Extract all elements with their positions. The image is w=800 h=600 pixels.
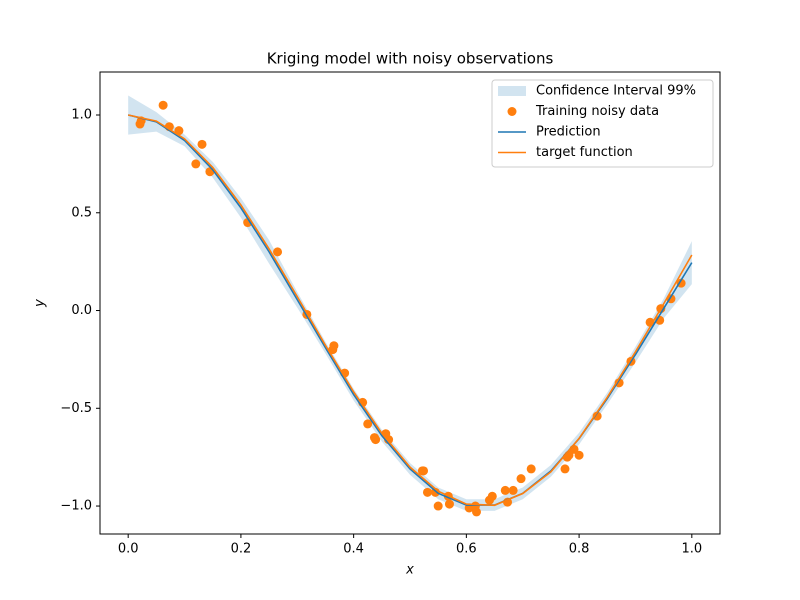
x-tick-label: 0.8 xyxy=(569,542,590,557)
data-point xyxy=(516,474,526,484)
plot-area xyxy=(127,95,693,517)
data-point xyxy=(592,411,602,421)
data-point xyxy=(422,487,432,497)
x-tick-label: 0.4 xyxy=(343,542,364,557)
data-point xyxy=(487,491,497,501)
legend-label: Training noisy data xyxy=(535,104,659,119)
data-point xyxy=(419,466,429,476)
data-point xyxy=(197,139,207,149)
y-tick-label: 1.0 xyxy=(71,108,92,123)
data-point xyxy=(174,126,184,136)
legend-label: Confidence Interval 99% xyxy=(536,84,696,99)
axes-frame xyxy=(99,71,721,535)
data-point xyxy=(500,485,510,495)
data-point xyxy=(433,501,443,511)
y-tick-label: 0.0 xyxy=(71,303,92,318)
line xyxy=(128,114,693,507)
legend-swatch xyxy=(498,86,526,96)
x-tick-label: 0.0 xyxy=(118,542,139,557)
legend-label: target function xyxy=(536,145,633,160)
data-point xyxy=(676,278,686,288)
legend-box xyxy=(491,79,714,168)
data-point xyxy=(526,464,536,474)
data-point xyxy=(158,100,168,110)
data-point xyxy=(329,341,339,351)
y-tick-label: −1.0 xyxy=(60,499,92,514)
data-point xyxy=(371,435,381,445)
data-point xyxy=(191,159,201,169)
y-axis-label: y xyxy=(33,299,48,308)
data-point xyxy=(472,507,482,517)
data-point xyxy=(273,247,283,257)
legend-label: Prediction xyxy=(536,125,601,140)
chart-title: Kriging model with noisy observations xyxy=(267,50,554,68)
confidence-band xyxy=(128,95,692,511)
data-point xyxy=(508,485,518,495)
x-tick-label: 0.2 xyxy=(231,542,252,557)
data-point xyxy=(444,499,454,509)
y-tick-label: −0.5 xyxy=(60,401,92,416)
data-point xyxy=(560,464,570,474)
x-tick-label: 1.0 xyxy=(681,542,702,557)
data-point xyxy=(574,450,584,460)
legend-swatch xyxy=(507,107,517,116)
y-tick-label: 0.5 xyxy=(71,205,92,220)
x-tick-label: 0.6 xyxy=(456,542,477,557)
x-axis-label: x xyxy=(405,563,414,578)
data-point xyxy=(363,419,373,429)
